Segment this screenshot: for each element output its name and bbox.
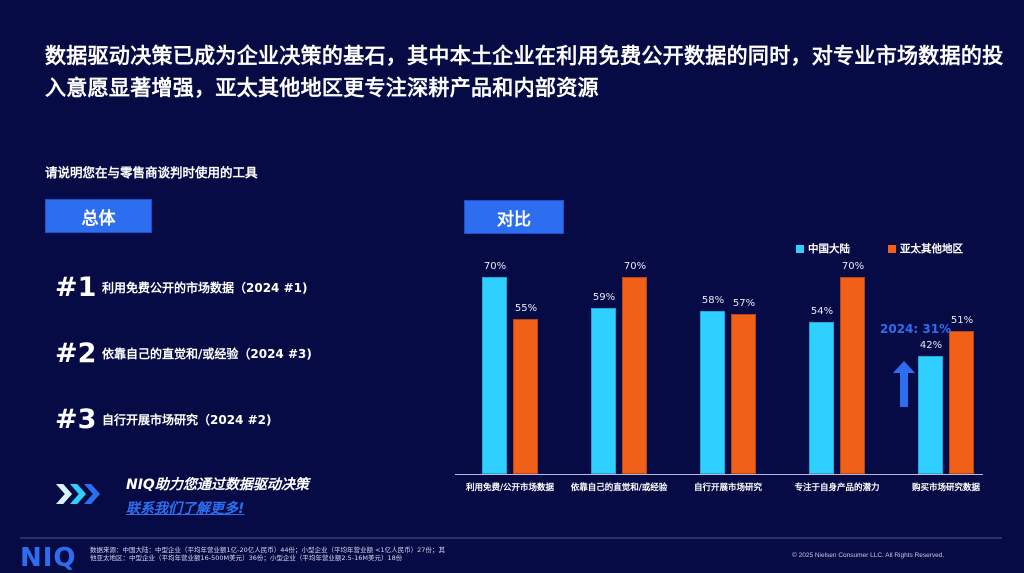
bar-ap: [949, 330, 974, 474]
copyright: © 2025 Nielsen Consumer LLC. All Rights …: [792, 552, 945, 559]
survey-question: 请说明您在与零售商谈判时使用的工具: [45, 165, 258, 180]
category-label: 利用免费/公开市场数据: [465, 483, 555, 493]
bar-value-label: 70%: [623, 261, 647, 273]
rank-item-1: #1 利用免费公开的市场数据（2024 #1): [55, 272, 307, 303]
overall-tag: 总体: [45, 199, 152, 233]
bar-cn: [591, 308, 616, 474]
niq-logo: NIQ: [20, 543, 77, 573]
legend-item-china: 中国大陆: [796, 241, 850, 256]
category-label: 自行开展市场研究: [693, 483, 762, 493]
bar-value-label: 55%: [514, 303, 538, 315]
bar-ap: [622, 277, 647, 474]
rank-number: #2: [55, 338, 97, 369]
bar-value-label: 42%: [919, 339, 943, 351]
promo-headline: NIQ助力您通过数据驱动决策: [126, 477, 309, 493]
bar-value-label: 70%: [841, 261, 865, 273]
category-label: 专注于自身产品的潜力: [794, 483, 880, 493]
bar-value-label: 59%: [592, 292, 616, 304]
bar-chart: 70% 55% 利用免费/公开市场数据 59% 70% 依靠自己的直觉和/或经验 58% 57…: [455, 255, 1015, 495]
rank-text: 自行开展市场研究（2024 #2): [102, 413, 272, 427]
bar-cn: [809, 322, 834, 474]
bar-cn: [918, 355, 943, 474]
slide-title: 数据驱动决策已成为企业决策的基石，其中本土企业在利用免费公开数据的同时，对专业市…: [45, 44, 1004, 100]
bar-value-label: 54%: [810, 306, 834, 318]
category-label: 依靠自己的直觉和/或经验: [570, 483, 668, 493]
rank-number: #1: [55, 272, 97, 303]
bar-value-label: 70%: [483, 261, 507, 273]
rank-item-2: #2 依靠自己的直觉和/或经验（2024 #3): [55, 338, 312, 369]
bar-cn: [700, 311, 725, 474]
rank-text: 利用免费公开的市场数据（2024 #1): [102, 281, 308, 295]
bar-ap: [731, 313, 756, 474]
up-arrow-icon: [893, 361, 915, 407]
legend-swatch-icon: [796, 244, 804, 253]
contact-us-link[interactable]: 联系我们了解更多!: [126, 501, 245, 517]
rank-number: #3: [55, 404, 97, 435]
data-source-note: 数据来源：中国大陆：中型企业（平均年营业额1亿-20亿人民币）44份；小型企业（…: [90, 546, 445, 562]
bar-ap: [840, 277, 865, 474]
annotation-2024: 2024: 31%: [880, 322, 952, 336]
bar-value-label: 51%: [950, 314, 974, 326]
bar-value-label: 57%: [732, 297, 756, 309]
rank-item-3: #3 自行开展市场研究（2024 #2): [55, 404, 271, 435]
legend-swatch-icon: [888, 244, 896, 253]
footer-divider: [20, 537, 1002, 539]
legend-item-apac: 亚太其他地区: [888, 241, 963, 256]
triple-chevron-right-icon: [56, 484, 100, 504]
bar-ap: [513, 319, 538, 474]
x-axis-line: [455, 474, 983, 475]
rank-text: 依靠自己的直觉和/或经验（2024 #3): [102, 347, 312, 361]
category-label: 购买市场研究数据: [911, 483, 980, 493]
bar-cn: [482, 277, 507, 474]
compare-tag: 对比: [464, 200, 564, 234]
legend-label: 亚太其他地区: [900, 243, 963, 255]
bar-value-label: 58%: [701, 295, 725, 307]
legend-label: 中国大陆: [808, 243, 850, 255]
